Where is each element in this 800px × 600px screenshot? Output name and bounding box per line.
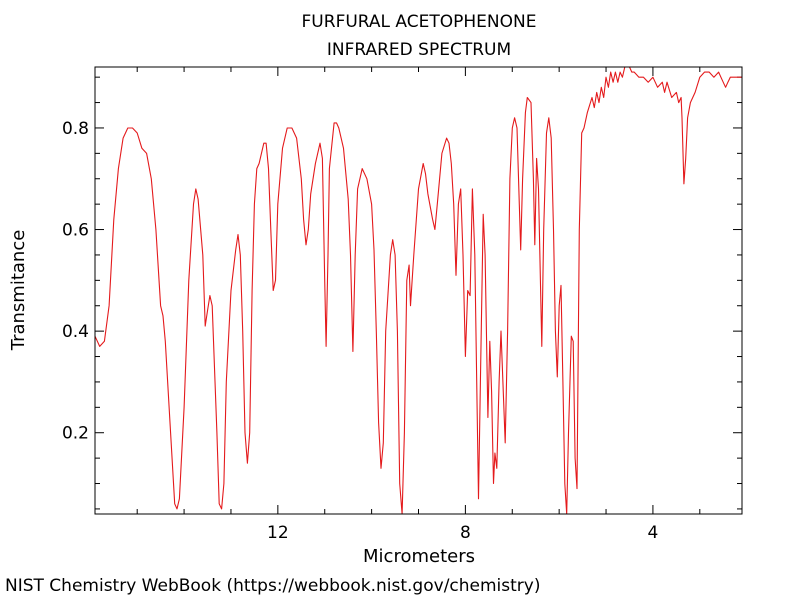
chart-subtitle: INFRARED SPECTRUM — [326, 40, 512, 60]
x-tick-label: 4 — [648, 523, 659, 543]
chart-title: FURFURAL ACETOPHENONE — [301, 12, 537, 32]
y-axis-label: Transmitance — [8, 230, 29, 352]
x-axis-label: Micrometers — [363, 546, 475, 567]
y-tick-label: 0.8 — [62, 119, 89, 139]
y-tick-label: 0.2 — [62, 424, 89, 444]
x-tick-label: 12 — [267, 523, 289, 543]
y-tick-label: 0.6 — [62, 221, 89, 241]
y-tick-label: 0.4 — [62, 322, 89, 342]
plot-frame — [94, 66, 743, 515]
x-tick-label: 8 — [460, 523, 471, 543]
source-credit: NIST Chemistry WebBook (https://webbook.… — [5, 576, 541, 596]
spectrum-line — [94, 66, 742, 515]
